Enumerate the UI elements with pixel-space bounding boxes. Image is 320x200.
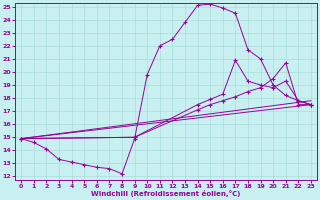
X-axis label: Windchill (Refroidissement éolien,°C): Windchill (Refroidissement éolien,°C) <box>92 190 241 197</box>
